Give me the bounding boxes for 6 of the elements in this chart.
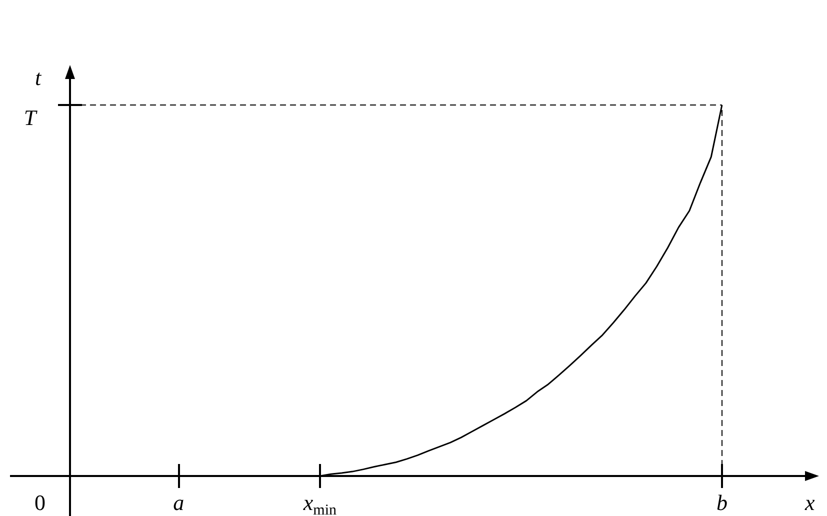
- ref-line-label: T: [24, 104, 38, 130]
- x-axis-title: x: [804, 490, 815, 515]
- y-axis-title: t: [34, 64, 42, 90]
- text: 0: [34, 490, 46, 515]
- x-tick-label: a: [173, 490, 184, 515]
- x-tick-label: b: [716, 490, 728, 515]
